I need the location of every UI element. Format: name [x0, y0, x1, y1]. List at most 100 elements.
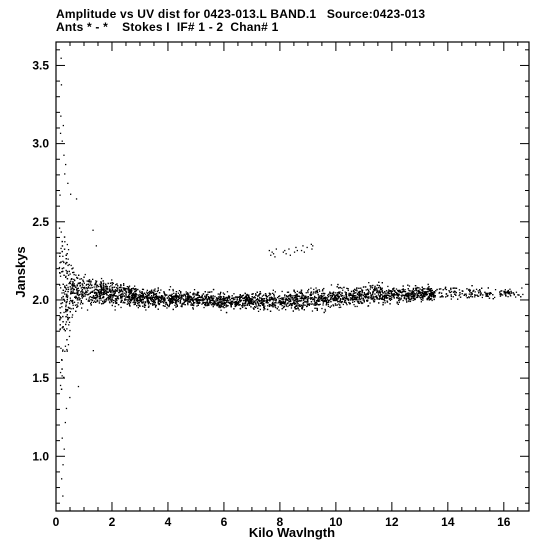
data-point: [131, 297, 134, 299]
data-point: [157, 300, 160, 302]
data-point: [319, 296, 321, 298]
data-point: [248, 297, 250, 299]
data-point: [133, 293, 136, 296]
data-point: [238, 299, 241, 302]
data-point: [67, 249, 70, 251]
data-point: [95, 284, 98, 286]
data-point: [76, 299, 78, 301]
data-point: [504, 290, 506, 293]
data-point: [315, 301, 317, 303]
data-point: [250, 300, 252, 302]
data-point: [120, 297, 122, 299]
data-point: [101, 288, 103, 291]
data-point: [386, 301, 389, 303]
data-point: [271, 303, 273, 306]
data-point: [335, 299, 337, 302]
data-point: [237, 302, 239, 304]
data-point: [372, 292, 374, 294]
data-point: [504, 291, 506, 294]
data-point: [177, 297, 180, 299]
data-point: [66, 284, 68, 286]
data-point: [428, 295, 430, 297]
data-point: [324, 300, 326, 302]
data-point: [341, 287, 343, 289]
data-point: [411, 291, 413, 294]
data-point: [74, 304, 77, 306]
data-point: [225, 304, 228, 306]
data-point: [171, 296, 174, 298]
data-point: [370, 297, 372, 299]
data-point: [238, 304, 240, 306]
data-point: [62, 255, 64, 257]
data-point: [286, 299, 288, 301]
data-point: [249, 298, 251, 300]
data-point: [259, 305, 261, 307]
data-point: [224, 303, 226, 305]
data-point: [414, 294, 416, 296]
data-point: [420, 292, 422, 294]
data-point: [338, 306, 340, 309]
data-point: [112, 295, 114, 297]
data-point: [65, 275, 67, 277]
data-point: [101, 292, 103, 295]
data-point: [241, 306, 244, 308]
data-point: [144, 304, 147, 306]
data-point: [95, 298, 97, 300]
data-point: [233, 298, 235, 301]
data-point: [201, 303, 203, 305]
data-point: [62, 289, 64, 291]
data-point: [70, 292, 72, 294]
data-point: [196, 291, 199, 293]
data-point: [416, 294, 418, 296]
data-point: [67, 295, 69, 297]
data-point: [432, 291, 435, 293]
data-point: [286, 295, 288, 297]
data-point: [407, 294, 409, 297]
data-point: [72, 292, 74, 294]
data-point: [203, 302, 205, 304]
data-point: [374, 293, 376, 295]
data-point: [371, 287, 374, 289]
data-point: [189, 301, 191, 303]
outlier-point: [63, 154, 65, 156]
data-point: [501, 290, 503, 292]
data-point: [59, 262, 61, 264]
data-point: [179, 302, 181, 304]
x-tick-label: 6: [221, 515, 228, 529]
data-point: [500, 290, 502, 292]
data-point: [325, 302, 328, 305]
data-point: [95, 294, 98, 296]
data-point: [430, 288, 433, 290]
data-point: [84, 295, 86, 297]
data-point: [390, 291, 393, 293]
data-point: [108, 301, 111, 303]
data-point: [392, 288, 394, 290]
data-point: [373, 297, 375, 299]
data-point: [105, 283, 107, 286]
data-point: [321, 290, 324, 292]
data-point: [276, 296, 279, 299]
data-point: [310, 301, 313, 303]
data-point: [111, 300, 113, 303]
data-point: [237, 296, 240, 298]
data-point: [421, 295, 423, 297]
data-point: [234, 296, 236, 299]
data-point: [161, 295, 163, 297]
data-point: [191, 298, 193, 300]
data-point: [106, 291, 108, 293]
data-point: [284, 301, 287, 303]
data-point: [134, 285, 136, 287]
data-point: [77, 290, 79, 292]
data-point: [131, 295, 134, 297]
data-point: [291, 297, 293, 299]
data-point: [60, 347, 62, 349]
data-point: [249, 299, 251, 301]
data-point: [82, 287, 85, 289]
data-point: [323, 297, 325, 299]
data-point: [378, 295, 381, 297]
data-point: [231, 295, 233, 297]
data-point: [324, 299, 326, 302]
data-point: [64, 330, 66, 332]
data-point: [339, 304, 341, 306]
data-point: [74, 279, 76, 282]
